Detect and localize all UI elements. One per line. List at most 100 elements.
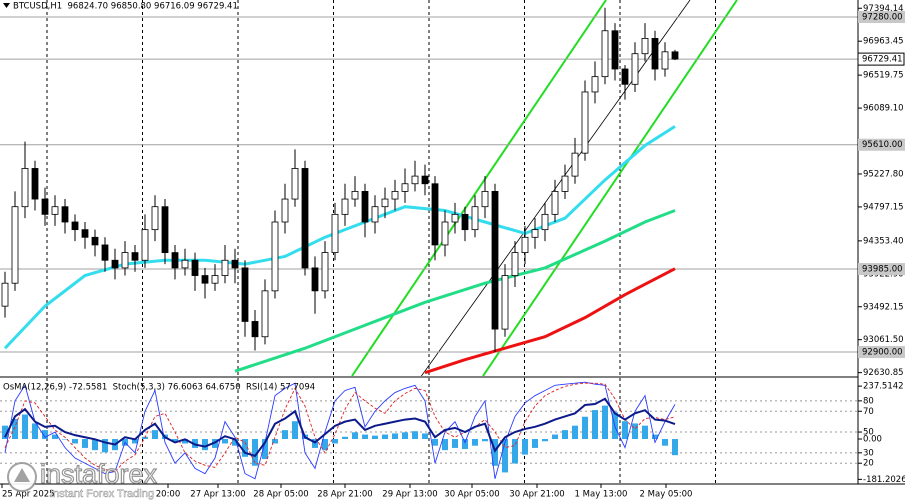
candle-body xyxy=(441,221,449,246)
candle-body xyxy=(491,191,499,330)
candle-body xyxy=(231,259,239,269)
candle-body xyxy=(1,282,9,307)
x-tick-label: 2 May 05:00 xyxy=(640,490,693,500)
candle-body xyxy=(601,30,609,78)
osma-bar xyxy=(362,434,368,440)
y-tick-label: 96963.45 xyxy=(863,37,904,47)
moving-average xyxy=(424,267,676,375)
candle-body xyxy=(271,221,279,292)
candle-body xyxy=(301,168,309,269)
level-box xyxy=(858,138,905,151)
candle-body xyxy=(581,91,589,154)
osma-bar xyxy=(652,434,658,440)
y-tick-label: 96519.75 xyxy=(863,71,904,81)
candle-body xyxy=(391,191,399,200)
candle-body xyxy=(201,275,209,284)
candle-body xyxy=(561,175,569,192)
indicator-pane xyxy=(0,381,858,480)
osma-bar xyxy=(472,439,478,446)
candle-body xyxy=(281,198,289,223)
osma-bar xyxy=(452,439,458,448)
osma-bar xyxy=(462,439,468,450)
candle-body xyxy=(41,198,49,215)
osma-bar xyxy=(642,425,648,440)
x-tick-label: 30 Apr 05:00 xyxy=(444,490,499,500)
x-tick-label: 30 Apr 21:00 xyxy=(509,490,564,500)
y-tick-label: 96089.10 xyxy=(863,104,904,114)
candle-body xyxy=(321,252,329,292)
osma-bar xyxy=(402,432,408,440)
current-price-box xyxy=(857,52,905,66)
y-tick-label: 93061.50 xyxy=(863,335,904,345)
osma-bar xyxy=(662,439,668,446)
candle-body xyxy=(631,53,639,85)
osma-bar xyxy=(202,439,208,451)
candle-body xyxy=(431,183,439,246)
osma-bar xyxy=(242,439,248,457)
osma-bar xyxy=(222,439,228,444)
level-box xyxy=(858,263,905,276)
watermark-tagline: Instant Forex Trading xyxy=(50,488,154,500)
menu-arrow xyxy=(3,3,10,8)
candle-body xyxy=(451,213,459,223)
osma-bar xyxy=(82,439,88,448)
x-tick-label: 28 Apr 05:00 xyxy=(253,490,308,500)
candle-body xyxy=(651,38,659,70)
candle-body xyxy=(611,30,619,70)
candle-body xyxy=(291,168,299,200)
watermark: instaforex Instant Forex Trading xyxy=(7,459,158,500)
osma-bar xyxy=(92,439,98,451)
candle-body xyxy=(11,206,19,284)
osma-bar xyxy=(252,439,258,466)
y-tick-label: 95227.80 xyxy=(863,169,904,179)
y-tick-label: 93492.15 xyxy=(863,302,904,312)
candle-body xyxy=(141,229,149,261)
osma-bar xyxy=(592,410,598,440)
candle-body xyxy=(101,244,109,261)
osma-bar xyxy=(182,439,188,444)
osma-bar xyxy=(152,430,158,440)
price-pane xyxy=(0,0,858,376)
x-tick-label: 1 May 13:00 xyxy=(575,490,628,500)
candle-body xyxy=(311,267,319,292)
y-tick-label: 94797.15 xyxy=(863,202,904,212)
osma-bar xyxy=(292,421,298,440)
osma-bar xyxy=(322,439,328,451)
candle-body xyxy=(641,38,649,55)
candle-body xyxy=(151,206,159,231)
osma-bar xyxy=(72,439,78,444)
candle-body xyxy=(241,267,249,322)
candle-body xyxy=(251,321,259,338)
moving-average xyxy=(234,209,676,373)
level-box xyxy=(858,346,905,359)
y-tick-label: 50 xyxy=(863,428,874,438)
candle-body xyxy=(91,236,99,246)
candle-body xyxy=(361,191,369,223)
osma-bar xyxy=(332,439,338,444)
candle-body xyxy=(121,252,129,269)
candle-body xyxy=(181,259,189,269)
osma-bar xyxy=(552,434,558,440)
osma-bar xyxy=(632,423,638,440)
watermark-brand: instaforex xyxy=(40,459,158,489)
y-tick-label: 70 xyxy=(863,407,874,417)
osma-bar xyxy=(502,439,508,473)
candle-body xyxy=(511,252,519,276)
osma-bar xyxy=(622,421,628,440)
osma-bar xyxy=(342,436,348,440)
candle-body xyxy=(481,191,489,208)
candle-body xyxy=(661,51,669,70)
osma-bar xyxy=(372,435,378,440)
candle-body xyxy=(331,213,339,254)
candle-body xyxy=(191,259,199,276)
channel-line xyxy=(482,0,738,376)
indicator-title: OsMA(12,26,9) -72.5581 Stoch(5,3,3) 76.6… xyxy=(3,383,315,393)
osma-bar xyxy=(422,433,428,440)
osma-bar xyxy=(432,439,438,446)
osma-bar xyxy=(572,425,578,440)
osma-bar xyxy=(272,439,278,444)
axes: 97394.14 96963.45 96519.75 96089.10 95227.80… xyxy=(1,4,905,500)
osma-bar xyxy=(512,439,518,464)
y-tick-label: 94353.40 xyxy=(863,236,904,246)
